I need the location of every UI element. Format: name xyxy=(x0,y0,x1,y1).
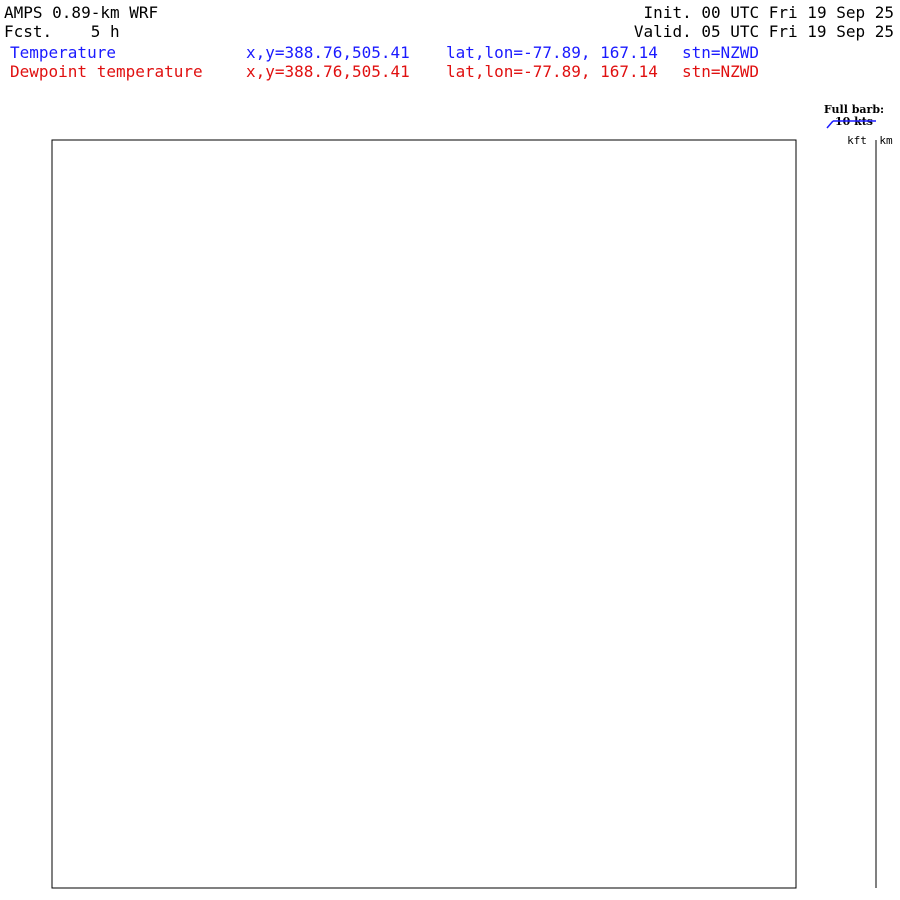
plot-frame xyxy=(51,139,797,889)
temperature-xy: x,y=388.76,505.41 xyxy=(246,43,410,62)
legend-barb-feather xyxy=(826,120,834,129)
dewpoint-xy: x,y=388.76,505.41 xyxy=(246,62,410,81)
temperature-legend: Temperature xyxy=(10,43,116,62)
temperature-latlon: lat,lon=-77.89, 167.14 xyxy=(446,43,658,62)
kft-axis-label: kft xyxy=(847,134,867,147)
wind-panel: Full barb:10 ktskftkm024680.1.2.10 xyxy=(824,103,893,888)
wind-panel-title: Full barb: xyxy=(824,103,884,116)
valid-time: Valid. 05 UTC Fri 19 Sep 25 xyxy=(633,22,894,41)
dewpoint-station: stn=NZWD xyxy=(682,62,760,81)
forecast-hour: Fcst. 5 h xyxy=(4,23,120,41)
temperature-station: stn=NZWD xyxy=(682,43,760,62)
model-title: AMPS 0.89-km WRF xyxy=(4,3,159,22)
axis-labels: 7008009001000-70-60-50-40-30-20-10022023… xyxy=(0,0,46,162)
dewpoint-latlon: lat,lon=-77.89, 167.14 xyxy=(446,62,658,81)
km-axis-label: km xyxy=(879,134,893,147)
forecast-value: 5 h xyxy=(90,22,120,41)
dewpoint-legend: Dewpoint temperature xyxy=(10,62,203,81)
init-time: Init. 00 UTC Fri 19 Sep 25 xyxy=(643,3,894,22)
forecast-label: Fcst. xyxy=(4,22,53,41)
